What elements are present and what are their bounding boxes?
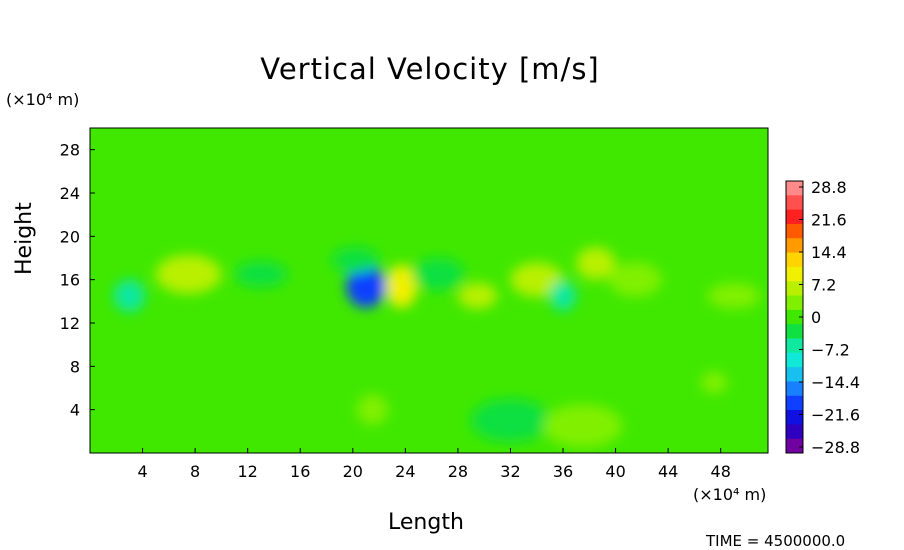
- colorbar-tick-label: 21.6: [811, 211, 847, 230]
- velocity-feature: [543, 404, 623, 448]
- colorbar-segment: [786, 309, 803, 325]
- colorbar-segment: [786, 438, 803, 454]
- x-tick-label: 40: [605, 462, 625, 481]
- x-axis-label: Length: [388, 510, 464, 535]
- y-tick-label: 4: [70, 401, 80, 420]
- colorbar-tick-label: −7.2: [811, 341, 850, 360]
- colorbar: 28.8 21.6 14.4 7.2 0 −7.2 −14.4 −21.6 −28.8: [785, 178, 860, 457]
- velocity-feature: [331, 247, 380, 274]
- colorbar-segment: [786, 252, 803, 268]
- plot-area: [89, 127, 769, 454]
- y-tick-label: 8: [70, 357, 80, 376]
- x-tick-label: 44: [658, 462, 678, 481]
- colorbar-tick-label: 28.8: [811, 178, 847, 197]
- colorbar-tick-label: −28.8: [811, 438, 860, 457]
- velocity-feature: [700, 371, 728, 394]
- colorbar-segment: [786, 381, 803, 397]
- colorbar-segment: [786, 281, 803, 297]
- colorbar-segment: [786, 367, 803, 382]
- velocity-feature: [155, 254, 222, 294]
- velocity-feature: [234, 261, 288, 288]
- colorbar-segment: [786, 181, 803, 196]
- velocity-feature: [385, 264, 418, 308]
- x-tick-label: 24: [395, 462, 415, 481]
- colorbar-tick-label: 0: [811, 308, 821, 327]
- colorbar-segment: [786, 238, 803, 254]
- x-tick-label: 20: [343, 462, 363, 481]
- colorbar-segment: [786, 295, 803, 311]
- velocity-feature: [609, 262, 662, 297]
- colorbar-segment: [786, 324, 803, 339]
- x-tick-label: 16: [290, 462, 310, 481]
- x-tick-label: 32: [500, 462, 520, 481]
- velocity-feature: [549, 280, 577, 312]
- velocity-feature: [113, 279, 146, 313]
- x-axis-unit: (×10⁴ m): [693, 485, 767, 504]
- colorbar-segment: [786, 209, 803, 225]
- colorbar-tick-label: −21.6: [811, 406, 860, 425]
- y-tick-label: 12: [60, 314, 80, 333]
- velocity-feature: [707, 282, 761, 309]
- velocity-feature: [457, 282, 498, 309]
- velocity-feature: [356, 394, 389, 425]
- chart-title: Vertical Velocity [m/s]: [260, 52, 600, 86]
- colorbar-tick-label: 7.2: [811, 276, 836, 295]
- x-tick-label: 8: [190, 462, 200, 481]
- y-tick-label: 16: [60, 271, 80, 290]
- colorbar-segment: [786, 266, 803, 282]
- plot-frame: [89, 127, 769, 454]
- colorbar-segment: [786, 223, 803, 239]
- colorbar-segment: [786, 338, 803, 354]
- colorbar-tick-label: 14.4: [811, 243, 847, 262]
- x-tick-label: 36: [553, 462, 573, 481]
- y-axis-unit: (×10⁴ m): [6, 90, 80, 109]
- colorbar-segment: [786, 195, 803, 211]
- x-tick-label: 4: [137, 462, 147, 481]
- y-tick-label: 20: [60, 227, 80, 246]
- x-tick-label: 12: [237, 462, 257, 481]
- x-tick-label: 48: [711, 462, 731, 481]
- colorbar-segment: [786, 410, 803, 425]
- colorbar-segment: [786, 424, 803, 440]
- colorbar-segment: [786, 395, 803, 411]
- velocity-feature: [510, 262, 564, 297]
- colorbar-tick-label: −14.4: [811, 373, 860, 392]
- velocity-feature: [411, 258, 465, 291]
- y-tick-label: 28: [60, 141, 80, 160]
- velocity-feature: [471, 398, 550, 443]
- velocity-feature: [346, 264, 386, 308]
- x-tick-label: 28: [448, 462, 468, 481]
- y-tick-label: 24: [60, 184, 80, 203]
- colorbar-segment: [786, 352, 803, 368]
- velocity-feature: [576, 247, 616, 280]
